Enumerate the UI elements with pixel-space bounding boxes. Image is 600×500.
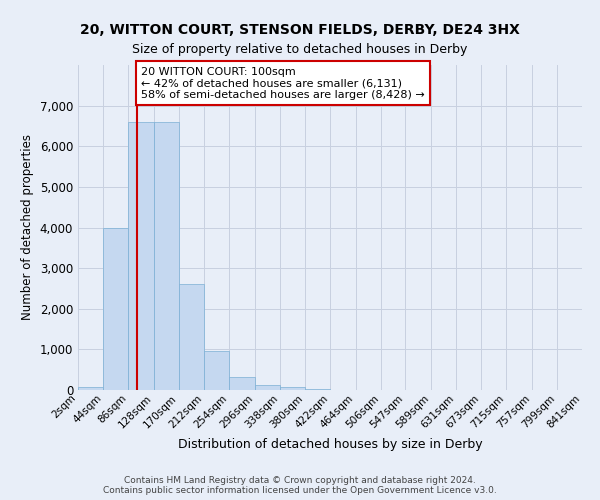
Bar [128,122,154,390]
Bar [204,352,229,390]
Bar [78,387,103,390]
X-axis label: Distribution of detached houses by size in Derby: Distribution of detached houses by size … [178,438,482,451]
Bar [254,385,280,390]
Text: Contains HM Land Registry data © Crown copyright and database right 2024.
Contai: Contains HM Land Registry data © Crown c… [103,476,497,495]
Bar [229,376,254,390]
Bar [154,122,179,390]
Bar [179,284,204,390]
Y-axis label: Number of detached properties: Number of detached properties [21,134,34,320]
Text: Size of property relative to detached houses in Derby: Size of property relative to detached ho… [133,42,467,56]
Text: 20, WITTON COURT, STENSON FIELDS, DERBY, DE24 3HX: 20, WITTON COURT, STENSON FIELDS, DERBY,… [80,22,520,36]
Bar [305,389,331,390]
Bar [280,387,305,390]
Bar [103,228,128,390]
Text: 20 WITTON COURT: 100sqm
← 42% of detached houses are smaller (6,131)
58% of semi: 20 WITTON COURT: 100sqm ← 42% of detache… [141,66,425,100]
